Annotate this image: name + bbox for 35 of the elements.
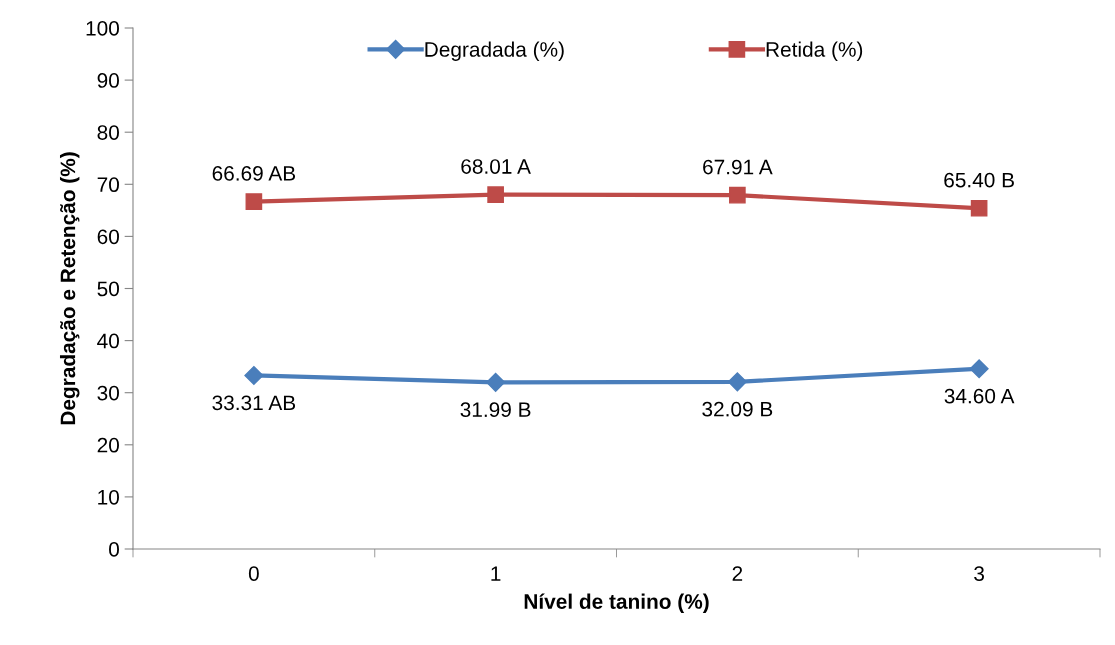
data-label: 32.09 B: [702, 401, 773, 417]
x-tick-label: 1: [491, 566, 501, 581]
point: [487, 186, 504, 204]
point: [970, 199, 988, 217]
data-label: 65.40 B: [944, 172, 1014, 188]
point: [245, 193, 263, 210]
y-tick-label: 90: [97, 73, 119, 88]
x-tick-label: 2: [732, 566, 743, 581]
point: [486, 372, 506, 392]
data-label: 33.31 AB: [212, 395, 296, 411]
data-label: 31.99 B: [460, 402, 531, 418]
x-tick-label: 3: [974, 566, 984, 581]
point: [729, 186, 746, 204]
point: [727, 372, 747, 392]
data-label: 67.91 A: [703, 159, 773, 175]
y-tick-label: 70: [97, 177, 119, 193]
data-label: 66.69 AB: [212, 166, 296, 181]
point: [244, 365, 264, 385]
legend-label: Degradada (%): [425, 41, 564, 61]
y-tick-label: 10: [98, 489, 119, 505]
y-tick-label: 50: [97, 281, 119, 297]
y-tick-label: 80: [97, 125, 119, 140]
y-tick-label: 100: [86, 21, 119, 36]
x-tick-label: 0: [248, 566, 259, 581]
data-label: 68.01 A: [461, 159, 531, 174]
y-tick-label: 60: [97, 229, 119, 245]
y-tick-label: 40: [97, 333, 119, 349]
y-tick-label: 20: [97, 437, 119, 453]
point: [969, 359, 989, 379]
data-label: 34.60 A: [944, 388, 1015, 404]
y-tick-label: 30: [97, 385, 119, 401]
legend-label: Retida (%): [766, 41, 863, 61]
x-axis-title: Nível de tanino (%): [524, 593, 709, 614]
y-tick-label: 0: [109, 542, 119, 557]
y-axis-title: Degradação e Retenção (%): [59, 152, 80, 425]
